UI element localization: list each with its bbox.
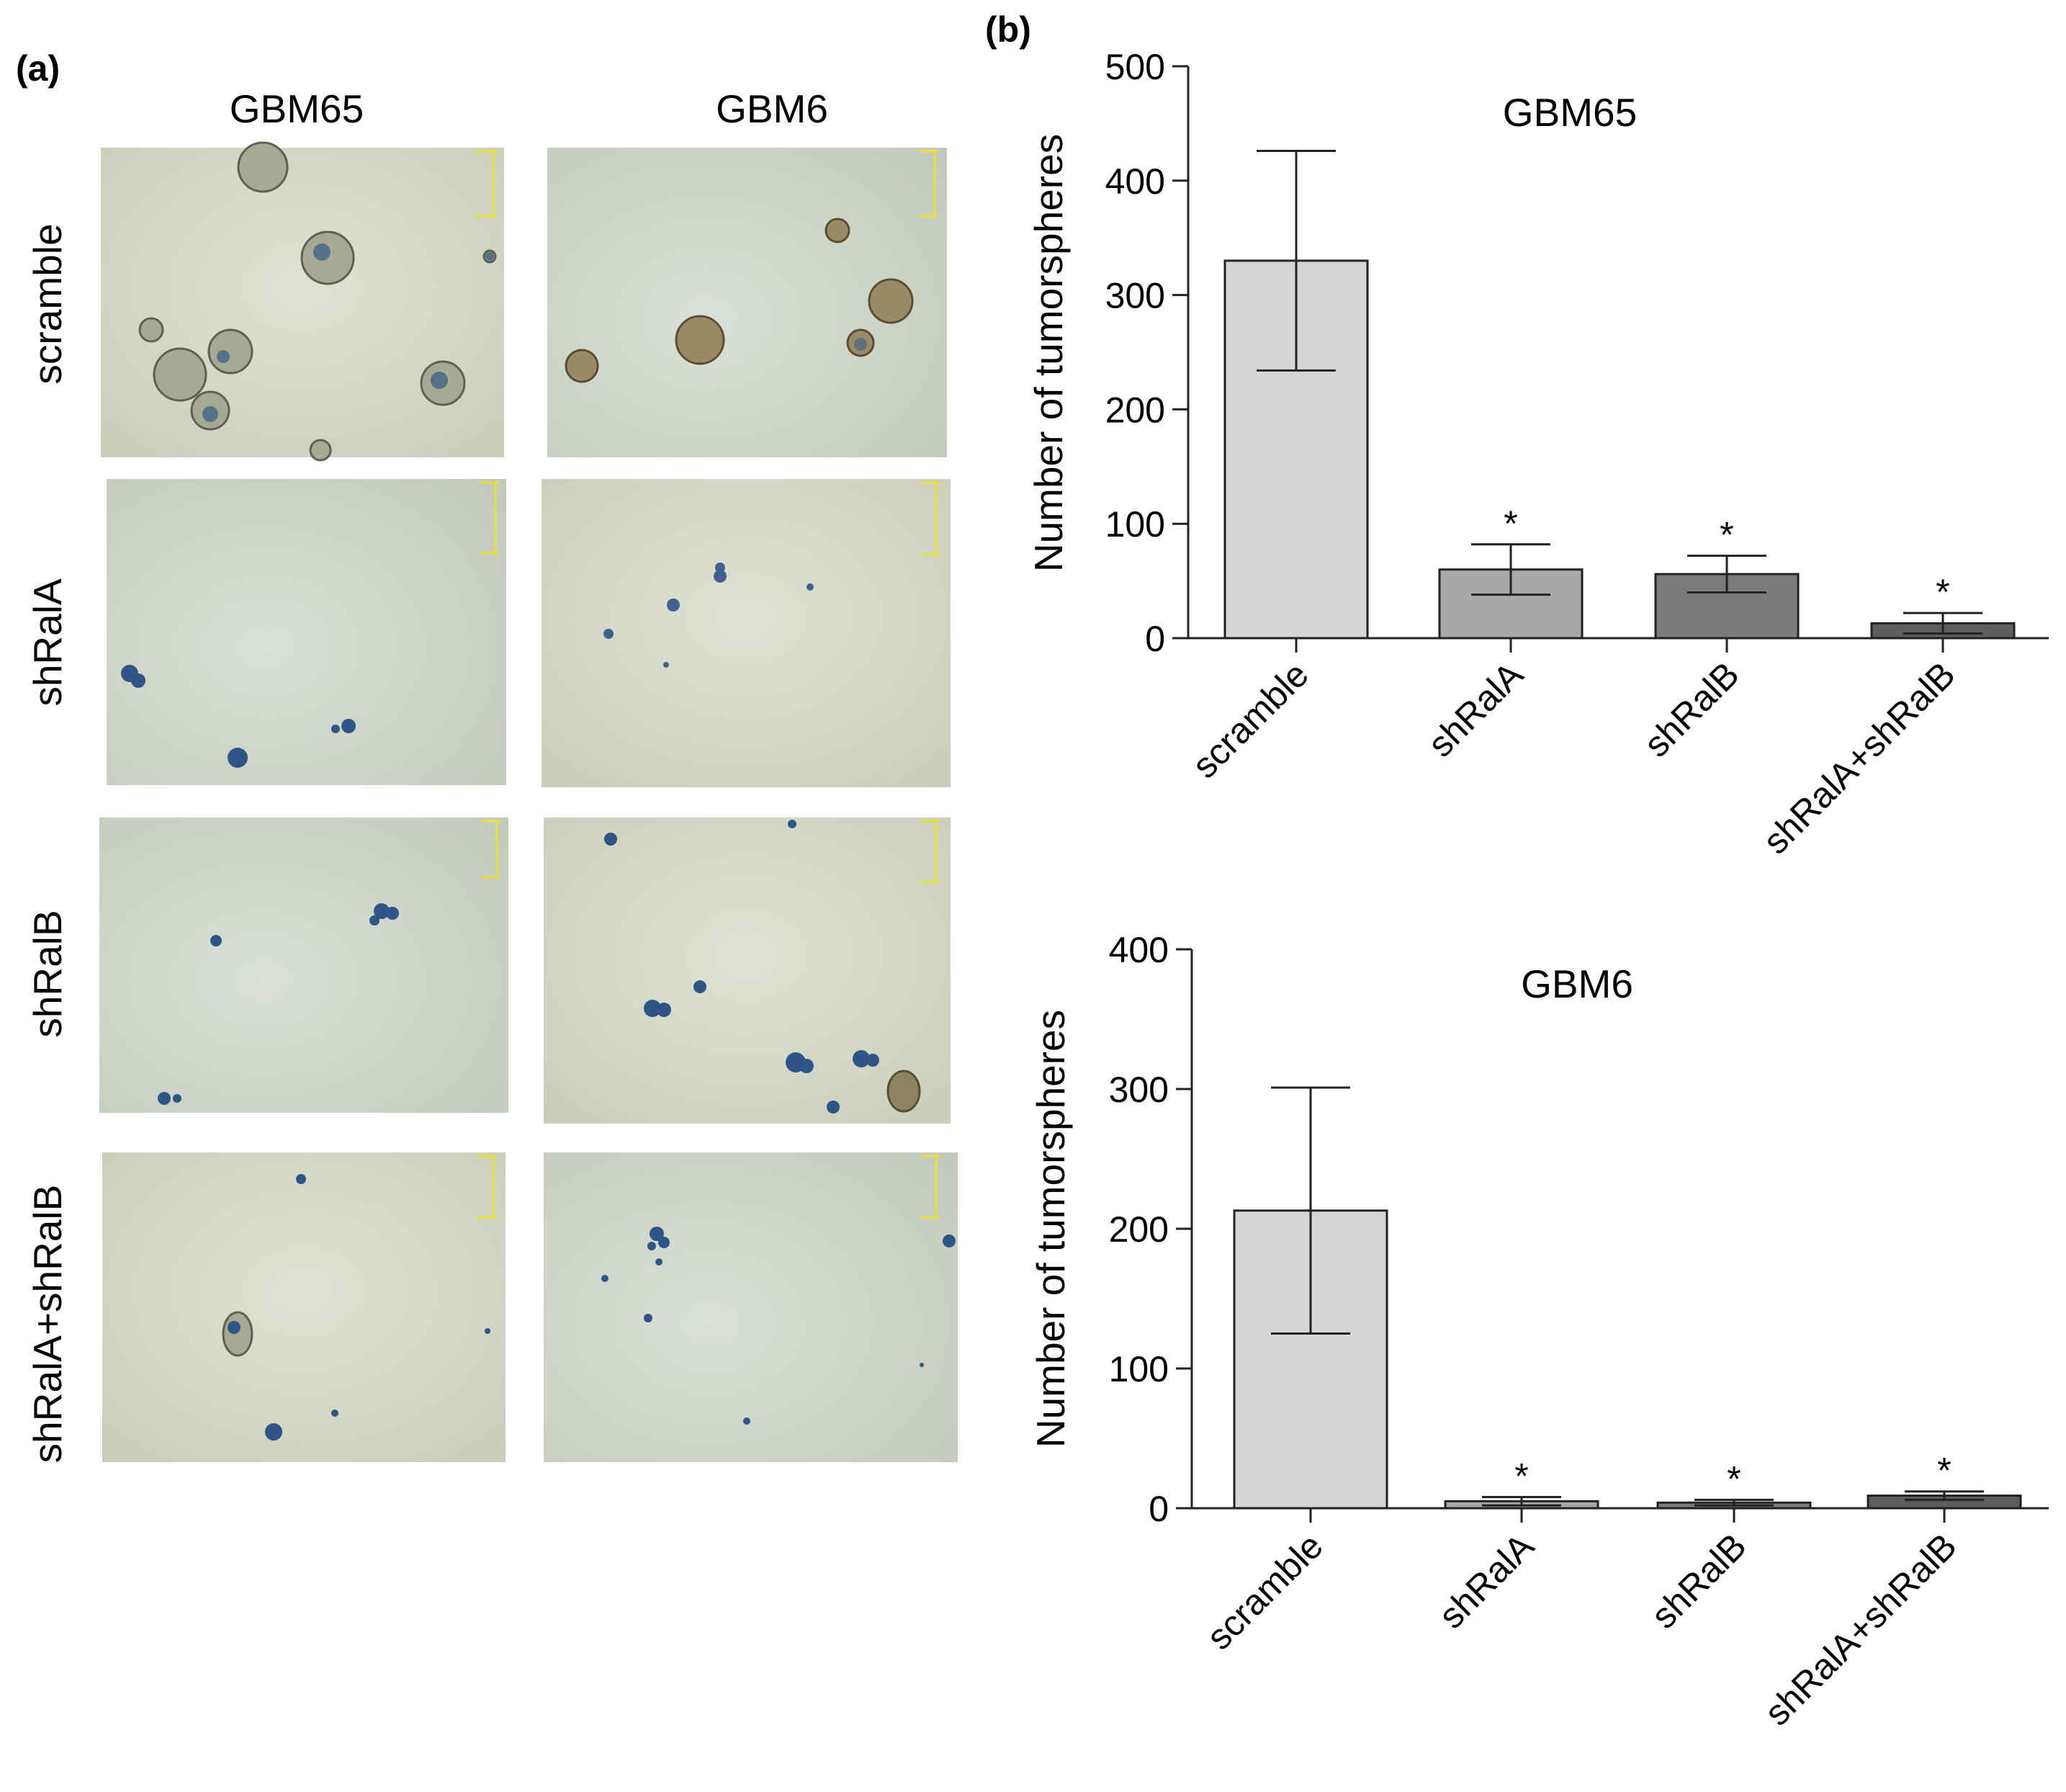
significance-star: * [1727,1459,1741,1499]
tumorsphere-cluster [138,141,497,462]
y-tick-label: 300 [1109,1070,1169,1110]
y-tick-label: 100 [1105,504,1165,545]
row-label-shralb: shRalB [25,910,70,1037]
panel-b: (b) GBM65 Number of tumorspheres 0 100 200 30… [985,9,2049,1733]
scale-bar [918,150,938,218]
row-label-shrala-shralb: shRalA+shRalB [25,1185,70,1464]
x-tick-label: shRalA [1431,1526,1542,1636]
scale-bar [481,820,500,879]
scale-bar [920,820,940,884]
y-tick-label: 100 [1109,1349,1169,1389]
micrograph-gbm65-shrala [107,479,506,785]
panel-b-label: (b) [985,9,1031,50]
micrograph-gbm6-shrala-shralb [544,1152,958,1462]
x-tick-label: shRalA+shRalB [1757,1526,1964,1733]
micrograph-gbm6-shrala [542,479,951,787]
panel-a: (a) GBM65 GBM6 scramble shRalA shRalB sh… [16,48,958,1463]
chart-title: GBM6 [1521,962,1633,1006]
scale-bar [477,1155,497,1219]
scale-bar [920,481,940,556]
y-axis-label: Number of tumorspheres [1028,1010,1073,1448]
scale-bar [475,150,497,218]
column-label-gbm65: GBM65 [230,86,364,131]
micrograph-gbm65-scramble [101,141,504,462]
y-tick-label: 0 [1149,1489,1169,1529]
x-tick-label: scramble [1199,1526,1331,1657]
y-tick-label: 400 [1105,161,1165,202]
y-axis-label: Number of tumorspheres [1026,134,1071,572]
scale-bar [920,1155,940,1219]
row-label-scramble: scramble [25,223,70,384]
x-tick-label: shRalA [1420,654,1531,765]
y-tick-label: 400 [1109,930,1169,970]
significance-star: * [1504,503,1517,544]
y-tick-label: 500 [1105,47,1165,87]
x-tick-label: shRalA+shRalB [1756,654,1963,861]
y-tick-label: 300 [1105,276,1165,316]
row-label-shrala: shRalA [25,578,70,707]
scale-bar [479,481,499,555]
micrograph-gbm65-shrala-shralb [102,1152,506,1462]
chart-gbm65: GBM65 Number of tumorspheres 0 100 200 300 400… [1026,47,2049,861]
significance-star: * [1937,1451,1951,1491]
y-tick-label: 200 [1109,1209,1169,1250]
x-tick-label: shRalB [1643,1526,1754,1636]
column-label-gbm6: GBM6 [716,86,828,131]
panel-a-label: (a) [16,48,60,89]
micrograph-gbm6-scramble [547,148,947,457]
significance-star: * [1720,515,1733,555]
x-tick-label: shRalB [1636,654,1747,765]
chart-title: GBM65 [1503,90,1637,135]
micrograph-gbm6-shralb [544,817,951,1124]
y-tick-label: 0 [1145,619,1165,659]
y-tick-label: 200 [1105,390,1165,430]
micrograph-gbm65-shralb [99,817,508,1113]
chart-gbm6: GBM6 Number of tumorspheres 0 100 200 300 400 s… [1028,930,2049,1733]
significance-star: * [1936,572,1949,612]
x-tick-label: scramble [1185,654,1316,786]
significance-star: * [1514,1456,1528,1496]
